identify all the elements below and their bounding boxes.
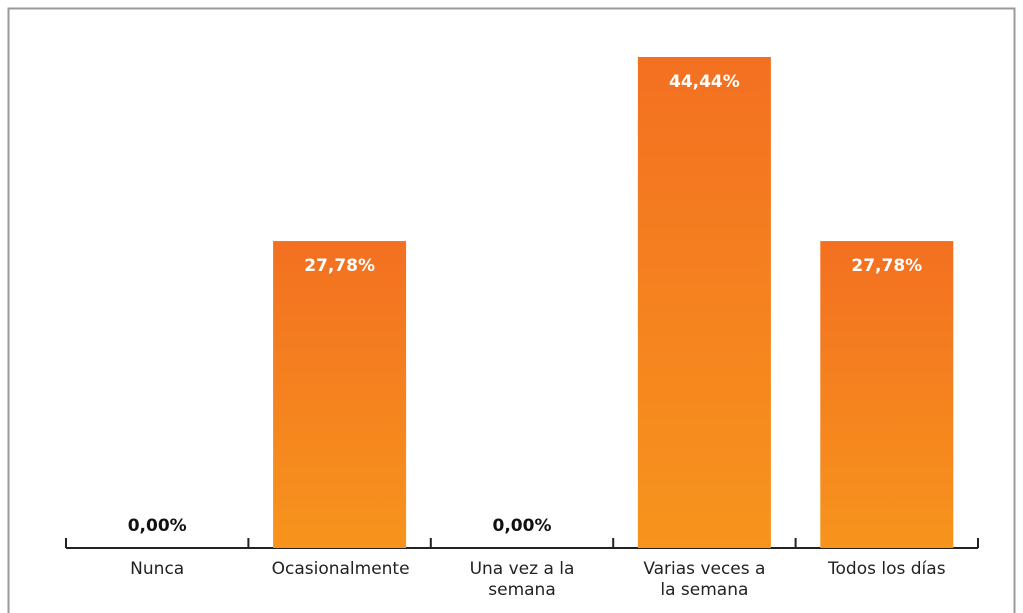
value-label: 0,00% <box>128 516 187 536</box>
value-label: 27,78% <box>304 256 375 276</box>
value-label: 44,44% <box>669 72 740 92</box>
value-label: 0,00% <box>493 516 552 536</box>
x-tick-label: Todos los días <box>828 559 946 579</box>
bar <box>637 57 771 548</box>
x-tick-label: Una vez a la semana <box>469 559 575 600</box>
x-tick-label: Varias veces a la semana <box>643 559 766 600</box>
x-tick-label: Nunca <box>130 559 185 579</box>
frame <box>7 7 1016 613</box>
bar <box>820 241 954 548</box>
value-label: 27,78% <box>851 256 922 276</box>
bar <box>273 241 407 548</box>
x-tick-label: Ocasionalmente <box>271 559 410 579</box>
